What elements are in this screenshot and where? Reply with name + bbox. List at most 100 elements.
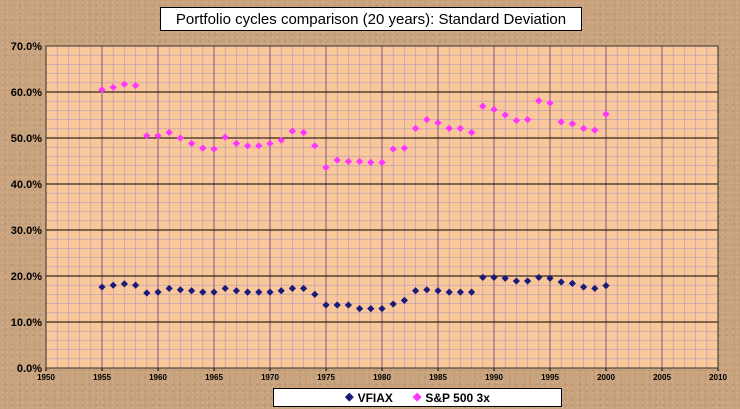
data-point	[165, 128, 173, 137]
plot-frame	[45, 45, 719, 369]
data-point	[524, 116, 532, 124]
legend: ◆ VFIAX ◆ S&P 500 3x	[273, 388, 562, 407]
data-point	[423, 116, 431, 124]
data-point	[221, 284, 229, 293]
data-point	[512, 116, 520, 125]
data-point	[120, 80, 128, 88]
data-point	[232, 287, 240, 295]
data-point	[154, 132, 162, 140]
x-tick-label: 1985	[429, 373, 447, 382]
data-point	[188, 287, 196, 295]
data-point	[479, 102, 487, 110]
data-point	[288, 284, 296, 293]
data-point	[490, 105, 498, 114]
y-tick-label: 50.0%	[11, 133, 42, 145]
data-point	[143, 289, 151, 297]
data-point	[512, 277, 520, 285]
y-tick-label: 40.0%	[11, 179, 42, 191]
data-point	[400, 296, 408, 304]
data-point	[322, 301, 330, 309]
data-point	[266, 288, 274, 296]
data-point	[568, 120, 576, 128]
data-point	[389, 300, 397, 308]
data-point	[277, 136, 285, 144]
x-tick-label: 1990	[485, 373, 503, 382]
x-tick-label: 2010	[709, 373, 727, 382]
data-point	[221, 133, 229, 141]
data-point	[557, 278, 565, 286]
data-point	[210, 288, 218, 296]
data-point	[602, 110, 610, 118]
data-point	[367, 158, 375, 166]
data-point	[255, 288, 263, 296]
data-point	[98, 283, 106, 291]
data-point	[546, 99, 554, 107]
x-tick-label: 1955	[93, 373, 111, 382]
data-point	[132, 81, 140, 90]
data-point	[535, 273, 543, 281]
series-vfiax	[98, 273, 610, 313]
data-point	[356, 305, 364, 313]
data-point	[333, 156, 341, 164]
data-point	[165, 284, 173, 293]
y-tick-label: 60.0%	[11, 87, 42, 99]
data-point	[501, 111, 509, 119]
data-point	[176, 286, 184, 294]
data-point	[378, 305, 386, 313]
data-point	[602, 282, 610, 290]
data-point	[109, 83, 117, 91]
data-point	[456, 288, 464, 296]
data-point	[546, 274, 554, 282]
chart-title-text: Portfolio cycles comparison (20 years): …	[175, 10, 567, 28]
data-point	[176, 134, 184, 142]
data-point	[434, 119, 442, 127]
data-point	[109, 281, 117, 289]
data-point	[277, 287, 285, 295]
data-point	[244, 288, 252, 296]
data-point	[143, 132, 151, 140]
data-point	[445, 124, 453, 132]
y-tick-label: 0.0%	[17, 363, 42, 375]
data-point	[378, 158, 386, 166]
y-tick-label: 20.0%	[11, 271, 42, 283]
x-tick-label: 1975	[317, 373, 335, 382]
data-point	[412, 124, 420, 132]
data-point	[300, 284, 308, 293]
data-point	[412, 287, 420, 295]
data-point	[344, 301, 352, 309]
data-point	[568, 279, 576, 287]
data-point	[557, 118, 565, 126]
legend-marker-sp500-3x: ◆	[412, 391, 422, 403]
data-point	[423, 286, 431, 294]
data-point	[356, 157, 364, 166]
data-point	[434, 287, 442, 295]
series-sp500-3x	[98, 80, 610, 172]
data-point	[311, 290, 319, 298]
data-point	[98, 86, 106, 94]
legend-label-sp500-3x: S&P 500 3x	[425, 390, 490, 405]
x-tick-label: 2000	[597, 373, 615, 382]
data-point	[367, 305, 375, 313]
data-point	[591, 284, 599, 293]
data-point	[300, 128, 308, 137]
data-point	[255, 142, 263, 150]
data-point	[199, 144, 207, 152]
x-axis-ticks: 1950 1955 1960 1965 1970 1975 1980 1985 1990 1995…	[37, 368, 727, 382]
x-tick-label: 1960	[149, 373, 167, 382]
data-point	[490, 273, 498, 281]
data-point	[244, 142, 252, 150]
data-point	[400, 144, 408, 152]
series-layer	[98, 80, 610, 313]
data-point	[322, 163, 330, 172]
x-tick-label: 1965	[205, 373, 223, 382]
data-point	[188, 139, 196, 148]
chart-title: Portfolio cycles comparison (20 years): …	[160, 7, 582, 31]
legend-entry-sp500-3x: ◆ S&P 500 3x	[413, 391, 490, 405]
y-tick-label: 30.0%	[11, 225, 42, 237]
data-point	[456, 124, 464, 132]
legend-label-vfiax: VFIAX	[357, 390, 393, 405]
y-tick-label: 70.0%	[11, 41, 42, 53]
data-point	[199, 288, 207, 296]
